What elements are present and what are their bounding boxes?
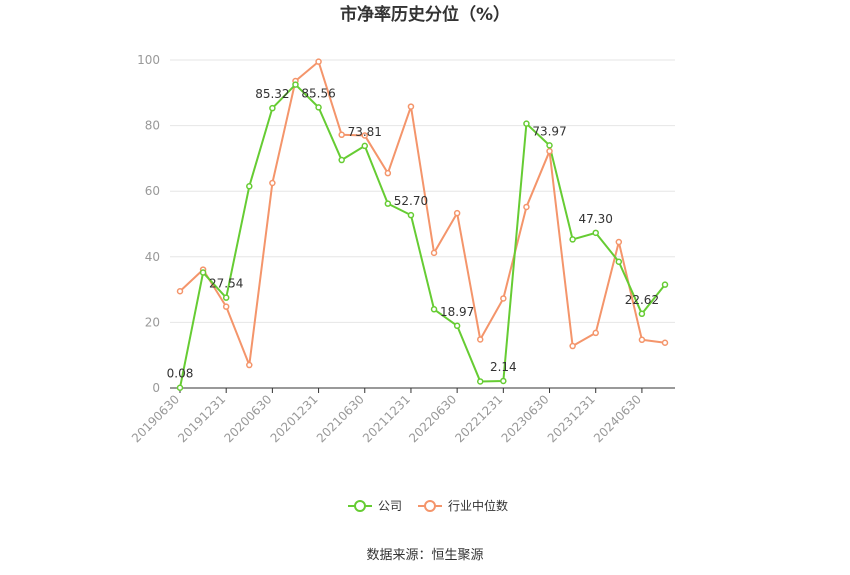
data-point bbox=[500, 295, 507, 302]
y-tick-label: 60 bbox=[145, 184, 160, 198]
x-tick-label: 20201231 bbox=[268, 392, 321, 445]
data-label: 27.54 bbox=[209, 277, 243, 291]
data-point bbox=[546, 147, 553, 155]
x-tick-label: 20191231 bbox=[175, 392, 228, 445]
legend-label: 行业中位数 bbox=[448, 498, 508, 513]
data-point bbox=[269, 179, 276, 187]
legend-item[interactable]: 公司 bbox=[348, 499, 402, 513]
data-label: 85.56 bbox=[301, 86, 335, 100]
y-tick-label: 80 bbox=[145, 119, 160, 133]
data-point bbox=[246, 361, 253, 369]
data-point bbox=[638, 310, 646, 318]
data-point bbox=[315, 58, 322, 65]
data-point bbox=[592, 329, 599, 337]
data-point bbox=[384, 169, 392, 177]
data-point bbox=[638, 336, 646, 344]
data-label: 73.97 bbox=[532, 124, 566, 138]
legend-item[interactable]: 行业中位数 bbox=[418, 498, 508, 513]
series-lines bbox=[176, 58, 669, 391]
x-tick-label: 20211231 bbox=[360, 392, 413, 445]
legend-marker bbox=[354, 500, 366, 512]
x-axis: 2019063020191231202006302020123120210630… bbox=[129, 387, 675, 445]
data-point bbox=[361, 142, 369, 150]
data-point bbox=[407, 211, 415, 219]
data-label: 47.30 bbox=[579, 212, 613, 226]
chart-title: 市净率历史分位（%） bbox=[340, 4, 510, 25]
data-label: 0.08 bbox=[167, 367, 194, 381]
data-point bbox=[546, 142, 553, 149]
data-point bbox=[453, 322, 461, 330]
series-line bbox=[179, 60, 666, 367]
data-point bbox=[523, 203, 530, 211]
data-point bbox=[176, 384, 184, 391]
data-point bbox=[500, 377, 507, 385]
x-tick-label: 20240630 bbox=[591, 392, 644, 445]
data-point bbox=[569, 342, 576, 350]
x-tick-label: 20210630 bbox=[314, 392, 367, 445]
data-point bbox=[592, 229, 599, 237]
x-tick-label: 20221231 bbox=[452, 392, 505, 445]
legend-marker bbox=[424, 500, 436, 512]
source-note: 数据来源：恒生聚源 bbox=[366, 548, 483, 563]
data-label: 73.81 bbox=[348, 125, 382, 139]
data-point bbox=[453, 209, 461, 217]
data-point bbox=[199, 269, 207, 276]
data-point bbox=[176, 287, 184, 295]
data-point bbox=[222, 294, 230, 301]
data-point bbox=[661, 339, 669, 346]
y-tick-label: 100 bbox=[137, 53, 160, 67]
y-axis: 0 20 40 60 80 100 bbox=[137, 53, 160, 395]
data-point bbox=[569, 236, 576, 243]
y-tick-label: 40 bbox=[145, 250, 160, 264]
data-label: 18.97 bbox=[440, 305, 474, 319]
data-point bbox=[476, 378, 484, 385]
data-point bbox=[292, 81, 299, 88]
x-tick-label: 20200630 bbox=[221, 392, 274, 445]
x-tick-label: 20230630 bbox=[499, 392, 552, 445]
data-point bbox=[222, 303, 230, 310]
data-label: 85.32 bbox=[255, 87, 289, 101]
y-tick-label: 0 bbox=[152, 381, 160, 395]
data-point bbox=[361, 132, 369, 139]
data-point bbox=[615, 258, 623, 265]
data-label: 52.70 bbox=[394, 194, 428, 208]
data-point bbox=[338, 131, 345, 139]
y-tick-label: 20 bbox=[145, 315, 160, 329]
grid-lines bbox=[170, 59, 675, 323]
data-point bbox=[384, 200, 392, 207]
data-point bbox=[246, 183, 253, 190]
data-point bbox=[476, 336, 484, 343]
x-tick-label: 20190630 bbox=[129, 392, 182, 445]
data-point bbox=[523, 120, 530, 127]
x-tick-label: 20220630 bbox=[406, 392, 459, 445]
legend[interactable]: 公司 行业中位数 bbox=[348, 498, 508, 513]
data-label: 2.14 bbox=[490, 360, 517, 374]
data-point bbox=[430, 306, 438, 313]
data-point bbox=[269, 104, 276, 112]
data-point bbox=[315, 104, 322, 111]
series-line bbox=[179, 83, 666, 388]
data-point bbox=[615, 238, 623, 246]
data-point bbox=[407, 103, 415, 110]
legend-label: 公司 bbox=[378, 499, 402, 513]
data-point bbox=[430, 249, 438, 257]
data-point bbox=[661, 281, 669, 288]
x-tick-label: 20231231 bbox=[545, 392, 598, 445]
data-point bbox=[338, 156, 345, 164]
data-labels: 0.08 27.54 85.32 85.56 73.81 52.70 18.97 2.14 73… bbox=[167, 86, 659, 380]
data-label: 22.62 bbox=[625, 293, 659, 307]
